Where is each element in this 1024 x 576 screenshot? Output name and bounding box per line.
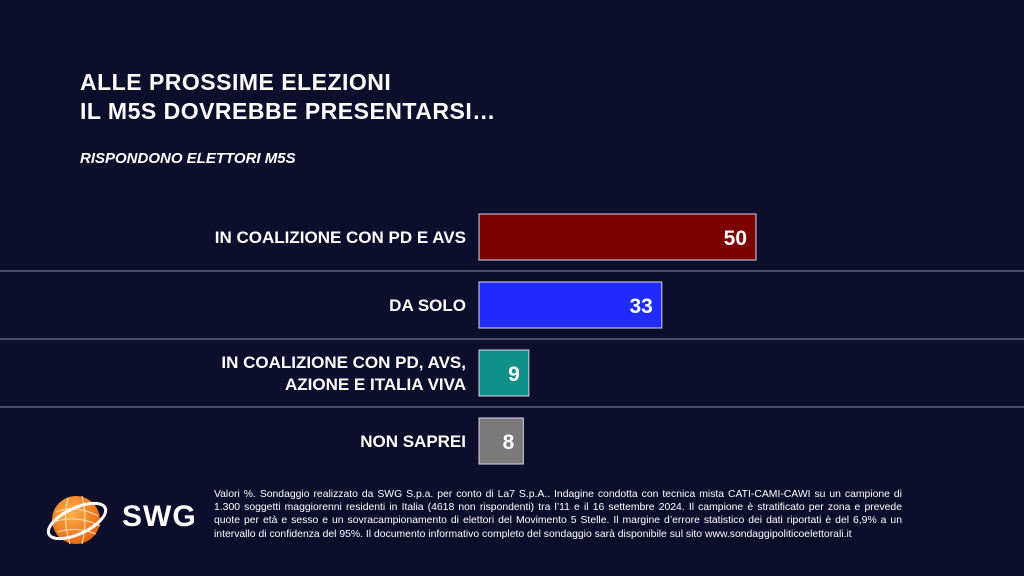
title-line-1: ALLE PROSSIME ELEZIONI [80, 69, 392, 95]
category-label-line: DA SOLO [389, 296, 466, 315]
bar [478, 213, 757, 261]
category-label-line: AZIONE E ITALIA VIVA [285, 375, 466, 394]
chart-title: ALLE PROSSIME ELEZIONI IL M5S DOVREBBE P… [80, 68, 496, 126]
bar-value-label: 8 [503, 431, 515, 454]
bar [478, 281, 663, 329]
category-label-line: IN COALIZIONE CON PD E AVS [215, 228, 466, 247]
category-label: NON SAPREI [360, 432, 466, 451]
logo-text: SWG [122, 500, 197, 533]
category-label: IN COALIZIONE CON PD, AVS, AZIONE E ITALI… [221, 353, 466, 394]
category-label: IN COALIZIONE CON PD E AVS [215, 228, 466, 247]
bar-value-label: 33 [629, 295, 652, 318]
title-line-2: IL M5S DOVREBBE PRESENTARSI… [80, 98, 496, 124]
globe-icon [46, 495, 108, 545]
category-label-line: IN COALIZIONE CON PD, AVS, [221, 353, 466, 372]
category-label-line: NON SAPREI [360, 432, 466, 451]
bar [478, 349, 530, 397]
chart-subtitle: RISPONDONO ELETTORI M5S [80, 150, 296, 167]
swg-logo: SWG [44, 490, 204, 550]
category-label: DA SOLO [389, 296, 466, 315]
bar-chart: 50 IN COALIZIONE CON PD E AVS 33 DA SOLO 9 IN… [0, 213, 1024, 465]
methodology-note: Valori %. Sondaggio realizzato da SWG S.… [214, 489, 902, 540]
bar-value-label: 50 [724, 227, 747, 250]
bar-value-label: 9 [508, 363, 520, 386]
bar [478, 417, 524, 465]
